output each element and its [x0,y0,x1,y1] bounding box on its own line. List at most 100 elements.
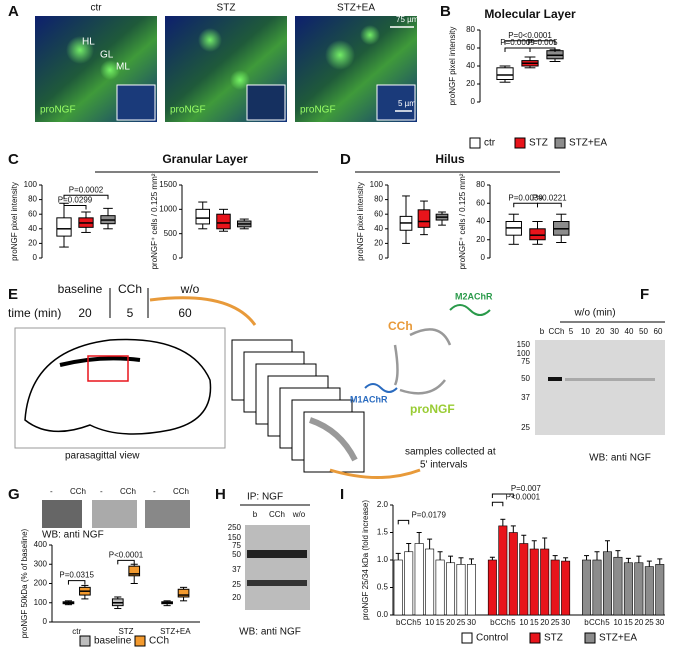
legend-swatch [514,137,526,149]
bar [529,548,539,616]
y-tick-label: 80 [466,25,475,34]
mw-marker: 37 [232,565,241,574]
y-axis-label: proNGF 25/34 kDa (fold increase) [361,500,370,620]
y-tick-label: 20 [374,239,383,248]
x-tick-label: CCh [589,618,605,627]
region-label: ML [116,62,130,73]
x-tick-label: 20 [634,618,643,627]
x-tick-label: 15 [624,618,633,627]
legend-label: STZ+EA [599,633,637,644]
chart-title: Molecular Layer [484,7,576,21]
y-tick-label: 200 [34,579,48,588]
lane-label: CCh [120,487,136,496]
bar [466,564,476,616]
mw-marker: 100 [517,349,531,358]
lane-label: - [100,487,103,496]
scale-bar-label: 5 µm [398,99,416,108]
receptor [449,304,491,316]
x-tick-label: 25 [645,618,654,627]
p-value: P=0<0.0001 [508,31,552,40]
product-label: proNGF [410,402,455,416]
panel-label: F [640,286,649,303]
stain-label: proNGF [40,105,76,116]
column-title: ctr [90,3,102,14]
significance-bracket [504,40,556,45]
y-tick-label: 100 [24,180,38,189]
lane-label: b [253,510,258,519]
box [216,213,231,230]
blot [145,500,190,528]
y-axis-label: proNGF⁺ cells / 0.125 mm² [458,173,467,269]
bar [487,559,497,616]
x-tick-label: 15 [530,618,539,627]
bar [393,559,403,616]
drug-label: CCh [388,319,413,333]
blot-caption: WB: anti NGF [589,453,651,464]
y-axis-label: proNGF⁺ cells / 0.125 mm² [150,173,159,269]
y-tick-label: 80 [374,195,383,204]
panel-label: A [8,3,19,20]
legend-label: CCh [149,636,169,647]
lane-label: CCh [173,487,189,496]
p-value: P=0.0002 [69,185,104,194]
y-axis-label: proNGF pixel intensity [10,182,19,261]
receptor-label: M2AChR [455,291,493,301]
p-value: P=0.0299 [58,196,93,205]
blot-caption: WB: anti NGF [239,627,301,638]
x-tick-label: 20 [540,618,549,627]
phase-label: baseline [58,282,103,296]
y-tick-label: 0 [173,253,178,262]
phase-label: w/o [180,282,200,296]
receptor [364,383,398,393]
time-value: 5 [127,306,134,320]
legend-swatch [79,635,91,647]
y-tick-label: 40 [374,224,383,233]
bar [508,532,518,616]
mw-marker: 25 [521,423,530,432]
region-label: HL [82,37,95,48]
bar [456,564,466,616]
mw-marker: 75 [521,357,530,366]
y-tick-label: 80 [476,180,485,189]
mw-marker: 37 [521,393,530,402]
x-tick-label: 25 [551,618,560,627]
y-tick-label: 1500 [159,180,177,189]
y-tick-label: 40 [28,224,37,233]
box [56,217,72,237]
lane-label: w/o [292,510,306,519]
legend-swatch [529,632,541,644]
bar [404,551,414,616]
x-tick-label: 10 [613,618,622,627]
band [548,377,562,381]
y-tick-label: 100 [34,598,48,607]
bar [644,566,654,616]
p-value: P=0.0221 [532,193,567,202]
note: 5' intervals [420,460,468,471]
bar [446,562,456,616]
x-tick-label: CCh [495,618,511,627]
legend-swatch [554,137,566,149]
inset [246,84,286,121]
x-tick-label: 5 [605,618,610,627]
lane-label: 20 [596,327,605,336]
legend-label: ctr [484,138,496,149]
y-axis-label: proNGF pixel intensity [448,27,457,106]
panel-label: H [215,486,226,503]
y-tick-label: 0 [481,253,486,262]
y-tick-label: 60 [374,209,383,218]
box [529,228,546,241]
significance-bracket [513,202,538,208]
legend-label: STZ+EA [569,138,607,149]
bar [561,560,571,616]
bar [435,559,445,616]
blot [42,500,82,528]
y-tick-label: 80 [28,195,37,204]
y-tick-label: 0 [379,253,384,262]
bar [414,543,424,616]
x-tick-label: 30 [561,618,570,627]
legend-swatch [134,635,146,647]
y-tick-label: 60 [466,43,475,52]
panel-label: B [440,3,451,20]
x-tick-label: 15 [436,618,445,627]
y-tick-label: 0 [43,617,48,626]
